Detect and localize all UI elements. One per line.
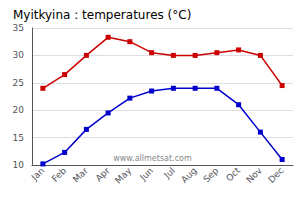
svg-text:Feb: Feb	[50, 165, 69, 184]
svg-text:www.allmetsat.com: www.allmetsat.com	[113, 154, 192, 163]
svg-text:25: 25	[13, 78, 24, 88]
svg-text:Jul: Jul	[161, 165, 176, 180]
svg-text:Aug: Aug	[179, 165, 198, 184]
svg-text:35: 35	[13, 23, 24, 33]
svg-text:Mar: Mar	[71, 165, 90, 184]
svg-text:Apr: Apr	[94, 165, 112, 183]
svg-text:Jan: Jan	[29, 165, 47, 183]
svg-text:Oct: Oct	[224, 165, 242, 183]
svg-text:15: 15	[13, 133, 24, 143]
svg-text:Myitkyina : temperatures (°C): Myitkyina : temperatures (°C)	[13, 8, 191, 22]
svg-text:Dec: Dec	[266, 165, 285, 184]
svg-text:May: May	[113, 165, 134, 186]
svg-text:10: 10	[13, 160, 25, 170]
svg-text:30: 30	[13, 50, 25, 60]
svg-text:20: 20	[13, 105, 25, 115]
svg-text:Jun: Jun	[137, 165, 155, 183]
svg-text:Sep: Sep	[201, 165, 220, 184]
svg-text:Nov: Nov	[244, 165, 264, 185]
